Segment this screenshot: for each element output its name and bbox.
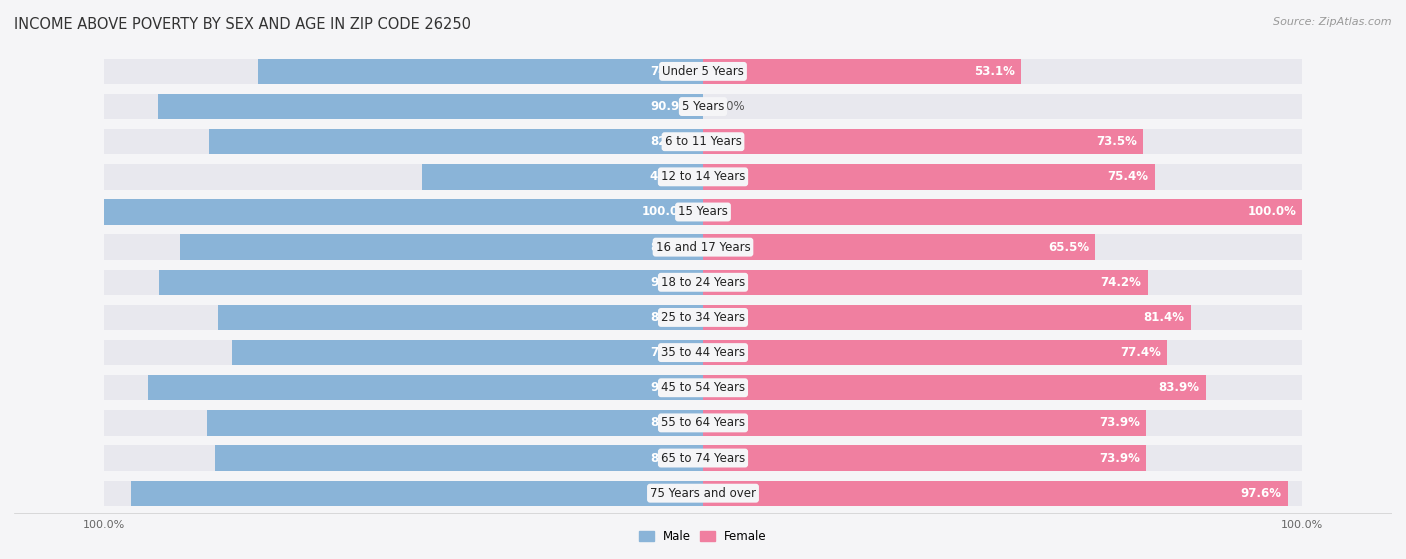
Text: 81.4%: 81.4%: [1143, 311, 1185, 324]
Bar: [703, 446, 1146, 471]
Bar: [159, 94, 703, 119]
Bar: [703, 340, 1302, 365]
Text: 73.9%: 73.9%: [1099, 452, 1140, 465]
Text: 6 to 11 Years: 6 to 11 Years: [665, 135, 741, 148]
Bar: [703, 94, 1302, 119]
Text: 0.0%: 0.0%: [716, 100, 745, 113]
Bar: [422, 164, 703, 190]
Bar: [104, 234, 703, 260]
Bar: [703, 59, 1021, 84]
Bar: [703, 59, 1302, 84]
Bar: [703, 481, 1288, 506]
Bar: [104, 446, 703, 471]
Bar: [131, 481, 703, 506]
Text: 15 Years: 15 Years: [678, 206, 728, 219]
Text: 25 to 34 Years: 25 to 34 Years: [661, 311, 745, 324]
Text: 90.8%: 90.8%: [650, 276, 690, 289]
Bar: [703, 410, 1146, 435]
Bar: [257, 59, 703, 84]
Bar: [104, 200, 703, 225]
Bar: [703, 129, 1143, 154]
Text: 97.6%: 97.6%: [1240, 487, 1282, 500]
Text: 100.0%: 100.0%: [1247, 206, 1296, 219]
Text: 82.4%: 82.4%: [650, 135, 690, 148]
Text: 55 to 64 Years: 55 to 64 Years: [661, 416, 745, 429]
Bar: [104, 375, 703, 400]
Text: 87.3%: 87.3%: [650, 240, 690, 254]
Text: 100.0%: 100.0%: [643, 206, 690, 219]
Bar: [703, 481, 1302, 506]
Bar: [703, 269, 1147, 295]
Bar: [703, 129, 1302, 154]
Bar: [703, 305, 1302, 330]
Text: 12 to 14 Years: 12 to 14 Years: [661, 170, 745, 183]
Bar: [209, 129, 703, 154]
Text: 45 to 54 Years: 45 to 54 Years: [661, 381, 745, 394]
Text: 35 to 44 Years: 35 to 44 Years: [661, 346, 745, 359]
Text: 92.7%: 92.7%: [650, 381, 690, 394]
Text: 16 and 17 Years: 16 and 17 Years: [655, 240, 751, 254]
Bar: [104, 200, 703, 225]
Bar: [104, 164, 703, 190]
Bar: [703, 234, 1302, 260]
Bar: [703, 446, 1302, 471]
Text: 95.5%: 95.5%: [650, 487, 690, 500]
Text: 18 to 24 Years: 18 to 24 Years: [661, 276, 745, 289]
Text: Under 5 Years: Under 5 Years: [662, 65, 744, 78]
Bar: [104, 481, 703, 506]
Text: 81.4%: 81.4%: [650, 452, 690, 465]
Bar: [104, 305, 703, 330]
Bar: [703, 234, 1095, 260]
Text: 74.3%: 74.3%: [650, 65, 690, 78]
Text: 80.9%: 80.9%: [650, 311, 690, 324]
Bar: [703, 200, 1302, 225]
Text: 83.9%: 83.9%: [1159, 381, 1199, 394]
Text: 75.4%: 75.4%: [1108, 170, 1149, 183]
Bar: [215, 446, 703, 471]
Text: 5 Years: 5 Years: [682, 100, 724, 113]
Bar: [703, 305, 1191, 330]
Text: 73.5%: 73.5%: [1097, 135, 1137, 148]
Bar: [104, 410, 703, 435]
Text: Source: ZipAtlas.com: Source: ZipAtlas.com: [1274, 17, 1392, 27]
Legend: Male, Female: Male, Female: [634, 525, 772, 548]
Bar: [104, 129, 703, 154]
Bar: [232, 340, 703, 365]
Text: 82.8%: 82.8%: [650, 416, 690, 429]
Bar: [703, 269, 1302, 295]
Bar: [104, 94, 703, 119]
Bar: [703, 164, 1154, 190]
Bar: [703, 200, 1302, 225]
Text: 77.4%: 77.4%: [1119, 346, 1161, 359]
Text: 74.2%: 74.2%: [1101, 276, 1142, 289]
Bar: [703, 375, 1205, 400]
Bar: [207, 410, 703, 435]
Text: 53.1%: 53.1%: [974, 65, 1015, 78]
Bar: [148, 375, 703, 400]
Bar: [703, 375, 1302, 400]
Bar: [180, 234, 703, 260]
Bar: [703, 164, 1302, 190]
Bar: [218, 305, 703, 330]
Text: 90.9%: 90.9%: [650, 100, 690, 113]
Text: INCOME ABOVE POVERTY BY SEX AND AGE IN ZIP CODE 26250: INCOME ABOVE POVERTY BY SEX AND AGE IN Z…: [14, 17, 471, 32]
Bar: [104, 269, 703, 295]
Text: 75 Years and over: 75 Years and over: [650, 487, 756, 500]
Text: 46.9%: 46.9%: [650, 170, 690, 183]
Text: 78.6%: 78.6%: [650, 346, 690, 359]
Bar: [104, 59, 703, 84]
Text: 65 to 74 Years: 65 to 74 Years: [661, 452, 745, 465]
Bar: [159, 269, 703, 295]
Bar: [703, 410, 1302, 435]
Text: 73.9%: 73.9%: [1099, 416, 1140, 429]
Bar: [703, 340, 1167, 365]
Text: 65.5%: 65.5%: [1049, 240, 1090, 254]
Bar: [104, 340, 703, 365]
